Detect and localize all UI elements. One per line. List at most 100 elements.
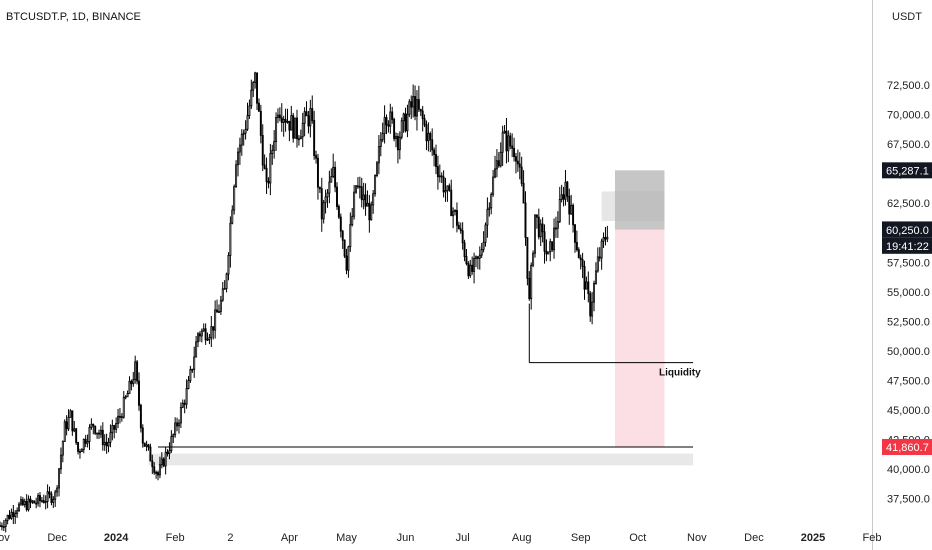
candle-body <box>414 96 417 117</box>
candle-body <box>566 181 569 197</box>
candle-body <box>56 487 59 493</box>
candle-body <box>71 410 74 432</box>
candle-body <box>345 255 348 271</box>
time-tick-label: Dec <box>47 532 67 544</box>
candle-body <box>21 499 24 506</box>
candle-body <box>370 204 373 221</box>
candle-body <box>400 120 403 138</box>
candle-body <box>554 227 557 230</box>
candle-body <box>238 144 241 153</box>
candle-body <box>473 258 476 272</box>
candle-body <box>80 449 83 453</box>
candle-body <box>463 242 466 257</box>
candle-body <box>358 185 361 188</box>
time-tick-label: Nov <box>0 532 10 544</box>
candle-body <box>299 136 302 140</box>
candle-body <box>263 164 266 169</box>
time-axis[interactable]: Nov Dec 2024 Feb 2 Apr May Jun Jul Aug Sep Oct Nov De… <box>0 532 881 544</box>
candle-body <box>499 151 502 167</box>
candle-body <box>259 110 262 136</box>
candle-body <box>553 227 556 251</box>
candle-body <box>564 181 567 200</box>
candle-body <box>115 423 118 430</box>
candle-body <box>320 188 323 220</box>
candle-body <box>124 396 127 399</box>
candle-body <box>356 185 359 188</box>
candle-body <box>33 500 36 504</box>
candle-body <box>575 241 578 251</box>
candle-body <box>77 442 80 452</box>
candle-body <box>78 451 81 453</box>
candle-body <box>524 202 527 238</box>
candle-body <box>292 115 295 139</box>
candle-body <box>67 416 70 430</box>
candle-body <box>596 256 599 272</box>
candle-body <box>535 214 538 218</box>
candle-body <box>257 102 260 112</box>
candle-body <box>84 438 87 444</box>
annotation-zones <box>148 170 694 466</box>
liquidity-label: Liquidity <box>659 368 701 379</box>
candle-body <box>204 328 207 341</box>
candle-body <box>90 423 93 428</box>
candle-body <box>560 194 563 200</box>
candle-body <box>318 186 321 190</box>
candle-body <box>73 428 76 432</box>
candle-body <box>315 155 318 159</box>
candle-body <box>417 99 420 110</box>
candle-body <box>539 223 542 238</box>
candle-body <box>216 309 219 313</box>
candle-body <box>286 120 289 123</box>
candle-body <box>31 500 34 503</box>
candle-body <box>46 491 49 502</box>
candle-body <box>176 422 179 427</box>
candle-body <box>128 380 131 395</box>
candle-body <box>558 199 561 223</box>
candle-body <box>39 495 41 502</box>
candle-body <box>94 425 97 434</box>
candle-body <box>482 241 485 250</box>
candle-body <box>117 415 120 424</box>
countdown-tag <box>882 237 932 254</box>
candle-body <box>522 182 525 204</box>
candle-body <box>297 138 300 141</box>
candle-body <box>402 113 405 122</box>
candle-body <box>10 511 13 519</box>
candle-body <box>18 503 21 512</box>
candle-body <box>193 356 196 370</box>
candle-body <box>151 460 154 468</box>
candle-body <box>210 326 213 338</box>
candle-body <box>278 114 281 119</box>
support-zone <box>148 453 694 466</box>
candle-body <box>23 501 26 506</box>
time-tick-label: Dec <box>744 532 764 544</box>
candle-body <box>206 338 209 341</box>
candle-body <box>415 99 418 117</box>
candle-body <box>231 209 234 224</box>
candle-body <box>600 240 603 259</box>
candle-body <box>130 380 133 385</box>
time-tick-label: 2024 <box>104 532 129 544</box>
candle-body <box>244 128 247 134</box>
candle-body <box>149 446 152 462</box>
candle-body <box>379 139 382 147</box>
candle-body <box>4 520 7 527</box>
candle-body <box>448 185 451 191</box>
candle-body <box>475 256 477 259</box>
candle-body <box>594 270 597 284</box>
candle-body <box>19 499 22 505</box>
currency-label[interactable]: USDT <box>892 11 922 23</box>
time-tick-label: Oct <box>629 532 646 544</box>
candle-body <box>113 425 116 430</box>
candle-body <box>37 495 40 504</box>
candle-body <box>334 166 337 188</box>
candle-body <box>267 180 270 184</box>
candle-body <box>88 426 91 442</box>
candle-body <box>423 118 426 126</box>
candle-body <box>583 266 586 290</box>
candle-body <box>107 441 110 447</box>
candle-body <box>2 526 5 528</box>
candle-body <box>25 501 28 511</box>
